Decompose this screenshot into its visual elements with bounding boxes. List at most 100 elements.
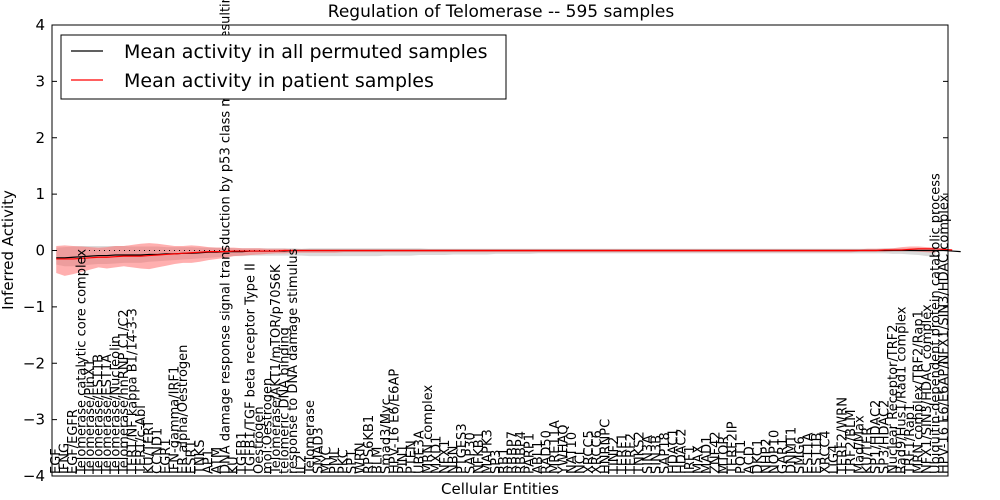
- entity-label: Telomerase/AKT1/mTOR/p70S6K: [269, 264, 284, 475]
- entity-label: EST1A: [802, 432, 817, 474]
- entity-label: NAT10: [565, 432, 580, 474]
- entity-label: ATM: [210, 447, 225, 474]
- entity-label: SMG6: [793, 436, 808, 474]
- entity-label: TNKS: [193, 440, 208, 475]
- entity-label: MRN complex/TRF2/Rap1: [911, 310, 926, 474]
- entity-label: TRF1/Rap1: [903, 404, 918, 475]
- entity-label: SP1/HDAC2: [869, 400, 884, 474]
- legend: Mean activity in all permuted samples Me…: [60, 34, 507, 100]
- legend-box: [60, 34, 507, 100]
- entity-label: MRE11A: [548, 420, 563, 474]
- entity-label: NBN: [447, 446, 462, 474]
- chart-title: Regulation of Telomerase -- 595 samples: [328, 2, 675, 22]
- entity-label: PML: [328, 447, 343, 474]
- entity-label: PTEN: [404, 440, 419, 474]
- entity-label: HDAC2: [675, 428, 690, 474]
- y-axis: −4 −3 −2 −1 0 1 2 3 4: [23, 16, 948, 485]
- entity-label: Telomerase/EST1B: [91, 354, 106, 475]
- y-tick-label: 2: [35, 129, 45, 147]
- entity-label: SP1: [345, 450, 360, 474]
- entity-label: MAPK3: [480, 429, 495, 474]
- entity-label: YWHAQ: [556, 425, 571, 475]
- entity-label: RBBP7: [506, 431, 521, 474]
- entity-label: MXD1: [430, 436, 445, 474]
- entity-label: HDAC1: [666, 428, 681, 474]
- entity-label: TGFB1: [235, 431, 250, 475]
- entity-label: EST1B: [810, 432, 825, 474]
- entity-label: XRCC6: [590, 430, 605, 474]
- entity-label: MAX: [692, 445, 707, 474]
- entity-label: UBE3A: [413, 430, 428, 474]
- entity-label: RAD50: [539, 430, 554, 474]
- entity-label: RB1: [497, 448, 512, 474]
- entity-label: DNA damage response signal transduction …: [218, 0, 233, 474]
- entity-label: TRF2/BLM: [844, 410, 859, 475]
- entity-label: NFX1: [438, 440, 453, 474]
- entity-label: Mad/Max: [852, 415, 867, 474]
- entity-label: WRN: [354, 442, 369, 474]
- entity-label: SMAD3: [311, 427, 326, 474]
- entity-label: CCND1: [151, 428, 166, 474]
- entity-label: Rad9/Hus1/Rad1 complex: [895, 306, 910, 474]
- entity-label: Telomerase/PinX1: [83, 359, 98, 475]
- entity-label: Oestrogen: [252, 406, 267, 474]
- y-tick-label: 4: [35, 16, 45, 34]
- entity-label: PTGES3: [455, 423, 470, 474]
- entity-label: HPV-16 E6/E6AP: [387, 369, 402, 474]
- entity-label: SAP30: [463, 432, 478, 474]
- entity-label: NOP10: [768, 430, 783, 474]
- entity-label: TERF2IP: [725, 421, 740, 475]
- entity-label: SAP18: [658, 432, 673, 474]
- entity-label: EGF/EGFR: [66, 409, 81, 474]
- entity-label: Telomerase: [303, 400, 318, 475]
- entity-label: MAD1: [700, 436, 715, 474]
- entity-label: XRCC5: [582, 430, 597, 474]
- entity-label: KU/TERT: [142, 420, 157, 474]
- entity-label: NCL: [573, 447, 588, 474]
- entity-label: MTOR: [717, 436, 732, 474]
- entity-label: KU/TER: [861, 427, 876, 474]
- entity-label: Telomerase/EST1A: [100, 354, 115, 475]
- entity-label: TGFB1/TGF beta receptor Type II: [244, 263, 259, 475]
- entity-label: DKC1: [751, 439, 766, 474]
- entity-label: PIN1: [396, 444, 411, 474]
- entity-label: mol:Oestrogen: [261, 378, 276, 474]
- entity-label: ACD: [742, 446, 757, 474]
- entity-label: ESR1: [184, 440, 199, 474]
- entity-label: ER alpha/Oestrogen: [176, 345, 191, 474]
- entity-label: IFN-gamma/IRF1: [168, 366, 183, 474]
- y-tick-label: −1: [23, 298, 45, 316]
- entity-label: MRN complex: [421, 384, 436, 474]
- entity-label: TERF2/WRN: [835, 397, 850, 475]
- entity-label: PKC: [337, 449, 352, 474]
- entity-label: SP3/HDAC2: [878, 400, 893, 474]
- entity-label: NHP2: [759, 438, 774, 474]
- entity-label: IRF1: [683, 445, 698, 474]
- y-tick-label: −3: [23, 411, 45, 429]
- lines-layer: [56, 248, 961, 260]
- entity-label: response to DNA damage stimulus: [286, 248, 301, 474]
- series-line-1: [56, 248, 953, 260]
- entity-label: TNKS2: [632, 431, 647, 475]
- entity-label: TINF2: [607, 437, 622, 475]
- entity-label: GAR1: [776, 438, 791, 474]
- entity-label: Nuclear Receptor/TRF2: [886, 324, 901, 474]
- entity-label: BLM: [370, 447, 385, 474]
- entity-label: SP3: [489, 450, 504, 474]
- entity-label: AP1: [201, 449, 216, 474]
- entity-label: KU: [227, 456, 242, 474]
- y-tick-label: 3: [35, 72, 45, 90]
- entity-label: EGF: [49, 448, 64, 474]
- entity-label: POT1: [734, 440, 749, 474]
- entity-label: TERF1: [616, 433, 631, 475]
- entity-label: ABL1: [531, 441, 546, 474]
- entity-label: RPS6KB1: [362, 415, 377, 474]
- entity-label: IFNG: [58, 443, 73, 474]
- entity-label: SIN3A: [641, 435, 656, 474]
- x-axis-label: Cellular Entities: [441, 480, 559, 498]
- entity-label: HPV-16 E6/E6AP/NFX1/SIN3/HDAC complex: [937, 194, 952, 474]
- entity-label: Telomerase catalytic core complex: [75, 249, 90, 475]
- y-tick-label: 1: [35, 185, 45, 203]
